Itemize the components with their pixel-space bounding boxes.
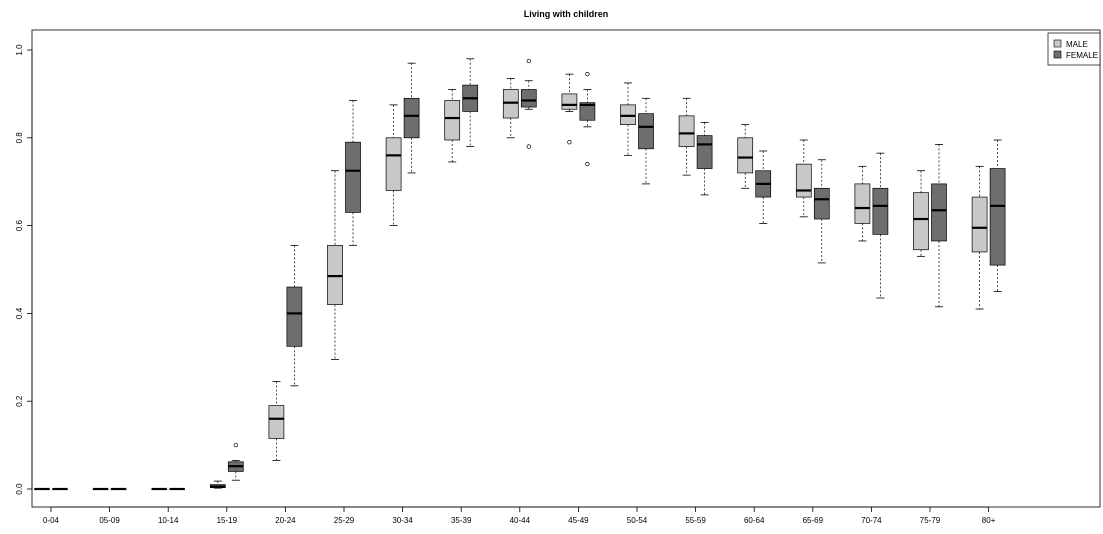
legend-label-female: FEMALE — [1066, 51, 1098, 60]
x-tick-label: 30-34 — [392, 516, 413, 525]
x-tick-label: 05-09 — [99, 516, 120, 525]
box-iqr — [872, 187, 889, 235]
box-male-0-04 — [34, 487, 50, 491]
box-male-15-19 — [209, 480, 226, 489]
x-tick-label: 25-29 — [334, 516, 355, 525]
box-female-35-39 — [462, 58, 479, 147]
box-male-60-64 — [737, 124, 754, 189]
x-tick-label: 50-54 — [627, 516, 648, 525]
box-female-25-29 — [345, 100, 361, 246]
x-tick-label: 45-49 — [568, 516, 589, 525]
y-axis: 0.0 0.2 0.4 0.6 0.8 1.0 — [15, 44, 33, 495]
box-female-30-34 — [403, 62, 420, 174]
x-tick-label: 80+ — [982, 516, 996, 525]
box-iqr — [444, 100, 461, 141]
box-iqr — [854, 183, 871, 224]
box-male-70-74 — [854, 165, 871, 242]
box-male-80+ — [971, 165, 988, 310]
chart-title: Living with children — [524, 9, 609, 19]
y-tick-label: 0.6 — [15, 219, 24, 231]
x-tick-label: 0-04 — [43, 516, 60, 525]
box-iqr — [520, 89, 537, 108]
box-male-50-54 — [620, 82, 636, 156]
box-female-40-44 — [520, 58, 537, 149]
box-male-10-14 — [151, 487, 168, 491]
outlier-point — [526, 144, 531, 149]
x-tick-label: 40-44 — [510, 516, 531, 525]
box-iqr — [268, 405, 285, 439]
box-iqr — [385, 137, 402, 191]
box-female-65-69 — [813, 159, 830, 264]
x-tick-label: 70-74 — [861, 516, 882, 525]
outlier-point — [567, 140, 572, 145]
box-iqr — [678, 115, 695, 147]
box-iqr — [286, 286, 303, 347]
x-tick-label: 55-59 — [685, 516, 706, 525]
legend-swatch-male — [1053, 39, 1062, 48]
box-female-20-24 — [286, 244, 303, 387]
box-female-45-49 — [579, 71, 596, 167]
box-iqr — [638, 113, 654, 150]
box-female-80+ — [989, 139, 1006, 292]
box-male-25-29 — [327, 170, 343, 360]
legend: MALE FEMALE — [1047, 32, 1101, 66]
box-female-0-04 — [52, 487, 68, 491]
box-iqr — [931, 183, 947, 242]
box-iqr — [795, 163, 812, 198]
box-female-75-79 — [931, 143, 947, 308]
outlier-point — [585, 71, 590, 77]
box-iqr — [737, 137, 754, 174]
box-female-05-09 — [110, 487, 127, 491]
box-iqr — [696, 135, 713, 169]
box-female-60-64 — [755, 150, 772, 224]
outlier-point — [526, 58, 531, 64]
box-iqr — [989, 168, 1006, 266]
outlier-point — [585, 161, 590, 167]
x-axis: 0-04 05-09 10-14 15-19 20-24 25-29 30-34 35-39 4… — [43, 506, 996, 525]
box-iqr — [913, 192, 929, 251]
box-male-55-59 — [678, 97, 695, 176]
box-male-65-69 — [795, 139, 812, 218]
box-male-40-44 — [502, 78, 519, 139]
box-male-35-39 — [444, 89, 461, 163]
box-female-10-14 — [169, 487, 186, 491]
box-iqr — [403, 97, 420, 139]
y-tick-label: 0.4 — [15, 307, 24, 319]
box-male-20-24 — [268, 381, 285, 461]
x-tick-label: 20-24 — [275, 516, 296, 525]
box-iqr — [813, 187, 830, 220]
box-female-50-54 — [638, 97, 654, 185]
box-iqr — [971, 196, 988, 253]
legend-label-male: MALE — [1066, 40, 1088, 49]
box-iqr — [345, 141, 361, 213]
x-tick-label: 65-69 — [803, 516, 824, 525]
x-tick-label: 35-39 — [451, 516, 472, 525]
box-female-70-74 — [872, 152, 889, 299]
y-tick-label: 0.0 — [15, 483, 24, 495]
x-tick-label: 75-79 — [920, 516, 941, 525]
outlier-point — [233, 442, 238, 448]
box-male-75-79 — [913, 170, 929, 257]
box-female-55-59 — [696, 122, 713, 196]
box-female-15-19 — [227, 442, 244, 481]
x-tick-label: 10-14 — [158, 516, 179, 525]
y-tick-label: 0.2 — [15, 395, 24, 407]
box-male-30-34 — [385, 104, 402, 227]
x-tick-label: 15-19 — [217, 516, 238, 525]
box-iqr — [561, 93, 578, 110]
y-tick-label: 1.0 — [15, 44, 24, 56]
x-tick-label: 60-64 — [744, 516, 765, 525]
box-male-05-09 — [92, 487, 109, 491]
legend-swatch-female — [1053, 50, 1062, 59]
box-iqr — [579, 102, 596, 121]
box-male-45-49 — [561, 73, 578, 145]
y-tick-label: 0.8 — [15, 132, 24, 144]
legend-frame — [1047, 32, 1101, 66]
box-series — [34, 58, 1006, 491]
